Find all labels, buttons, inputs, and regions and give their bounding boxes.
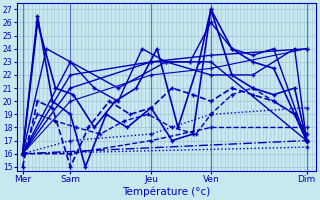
X-axis label: Température (°c): Température (°c) (122, 187, 210, 197)
